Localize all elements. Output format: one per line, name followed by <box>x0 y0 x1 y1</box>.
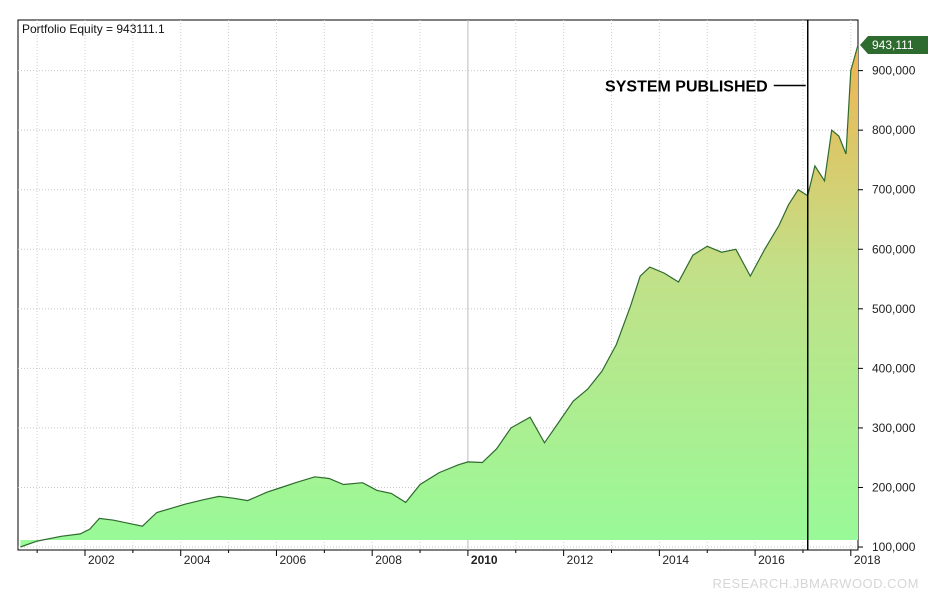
last-value-label: 943,111 <box>872 38 914 52</box>
x-tick-label: 2016 <box>758 553 785 567</box>
y-tick-label: 700,000 <box>872 183 916 197</box>
y-tick-label: 400,000 <box>872 361 916 375</box>
chart-title: Portfolio Equity = 943111.1 <box>22 22 165 36</box>
x-tick-label: 2014 <box>662 553 689 567</box>
y-tick-label: 900,000 <box>872 64 916 78</box>
y-axis: 100,000 200,000 300,000 400,000 500,000 600,0… <box>858 64 916 554</box>
x-tick-label: 2018 <box>854 553 881 567</box>
y-tick-label: 100,000 <box>872 540 916 554</box>
x-axis: 2002 2004 2006 2008 2010 2012 2014 2016 2018 <box>36 550 881 567</box>
system-published-label: SYSTEM PUBLISHED <box>605 79 768 96</box>
x-tick-label: 2012 <box>567 553 594 567</box>
y-tick-label: 800,000 <box>872 123 916 137</box>
y-tick-label: 200,000 <box>872 480 916 494</box>
x-tick-label: 2006 <box>279 553 306 567</box>
equity-area <box>20 44 858 548</box>
y-tick-label: 600,000 <box>872 242 916 256</box>
x-tick-label: 2010 <box>471 553 498 567</box>
watermark: RESEARCH.JBMARWOOD.COM <box>712 576 919 591</box>
x-tick-label: 2002 <box>88 553 115 567</box>
y-tick-label: 500,000 <box>872 302 916 316</box>
x-tick-label: 2004 <box>184 553 211 567</box>
y-tick-label: 300,000 <box>872 421 916 435</box>
equity-line <box>20 44 859 548</box>
last-value-marker: 943,111 <box>860 35 928 54</box>
x-tick-label: 2008 <box>375 553 402 567</box>
